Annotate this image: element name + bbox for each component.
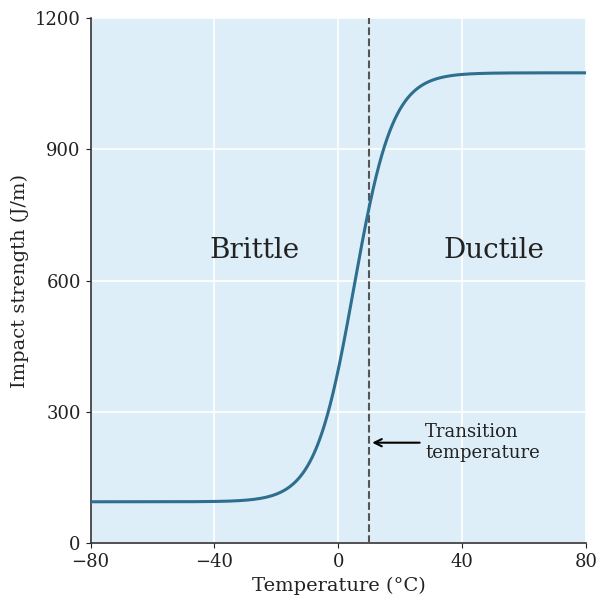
Text: Brittle: Brittle	[209, 236, 300, 264]
X-axis label: Temperature (°C): Temperature (°C)	[252, 577, 425, 595]
Text: Transition
temperature: Transition temperature	[375, 423, 540, 462]
Text: Ductile: Ductile	[443, 236, 544, 264]
Y-axis label: Impact strength (J/m): Impact strength (J/m)	[11, 174, 29, 388]
